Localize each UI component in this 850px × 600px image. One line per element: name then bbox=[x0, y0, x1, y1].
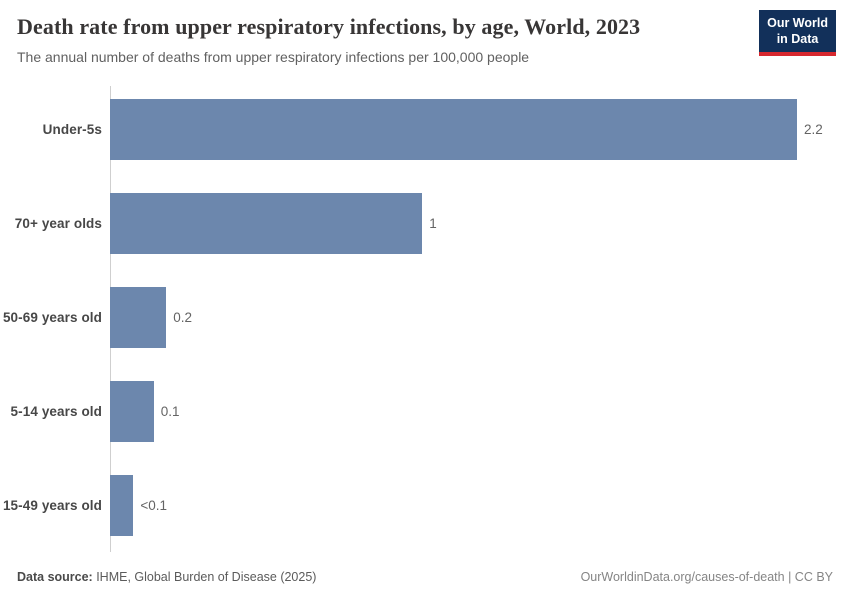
category-label: 5-14 years old bbox=[10, 404, 102, 419]
data-source-label: Data source: bbox=[17, 570, 93, 584]
credit-line: OurWorldinData.org/causes-of-death | CC … bbox=[580, 570, 833, 584]
chart-footer: Data source: IHME, Global Burden of Dise… bbox=[17, 570, 833, 584]
data-source-text: IHME, Global Burden of Disease (2025) bbox=[92, 570, 317, 584]
value-label: 1 bbox=[429, 216, 437, 231]
bar-track: <0.1 bbox=[110, 475, 850, 536]
bar-track: 1 bbox=[110, 193, 850, 254]
bar[interactable] bbox=[110, 99, 797, 160]
value-label: 0.1 bbox=[160, 404, 180, 419]
bar[interactable] bbox=[110, 287, 167, 348]
bar[interactable] bbox=[110, 381, 154, 442]
bar-track: 0.2 bbox=[110, 287, 850, 348]
bar-row: 50-69 years old 0.2 bbox=[0, 287, 850, 348]
data-source: Data source: IHME, Global Burden of Dise… bbox=[17, 570, 316, 584]
value-label: 2.2 bbox=[804, 122, 823, 137]
value-label: 0.2 bbox=[173, 310, 192, 325]
bar[interactable] bbox=[110, 475, 134, 536]
category-label: Under-5s bbox=[42, 122, 102, 137]
bar[interactable] bbox=[110, 193, 423, 254]
chart-header: Death rate from upper respiratory infect… bbox=[17, 10, 836, 65]
bar-chart: Under-5s 2.2 70+ year olds 1 50-69 years old… bbox=[0, 86, 850, 552]
bar-row: Under-5s 2.2 bbox=[0, 99, 850, 160]
bar-track: 2.2 bbox=[110, 99, 850, 160]
chart-title: Death rate from upper respiratory infect… bbox=[17, 14, 641, 39]
category-label: 70+ year olds bbox=[14, 216, 102, 231]
bar-track: 0.1 bbox=[110, 381, 850, 442]
owid-logo-line1: Our World bbox=[767, 16, 828, 30]
owid-logo: Our World in Data bbox=[759, 10, 836, 56]
category-label: 15-49 years old bbox=[2, 498, 102, 513]
bar-row: 70+ year olds 1 bbox=[0, 193, 850, 254]
bar-row: 5-14 years old 0.1 bbox=[0, 381, 850, 442]
value-label: <0.1 bbox=[140, 498, 168, 513]
chart-subtitle: The annual number of deaths from upper r… bbox=[17, 49, 530, 65]
owid-logo-line2: in Data bbox=[776, 32, 819, 47]
category-label: 50-69 years old bbox=[2, 310, 102, 325]
bar-row: 15-49 years old <0.1 bbox=[0, 475, 850, 536]
bar-rows: Under-5s 2.2 70+ year olds 1 50-69 years old… bbox=[0, 99, 850, 536]
